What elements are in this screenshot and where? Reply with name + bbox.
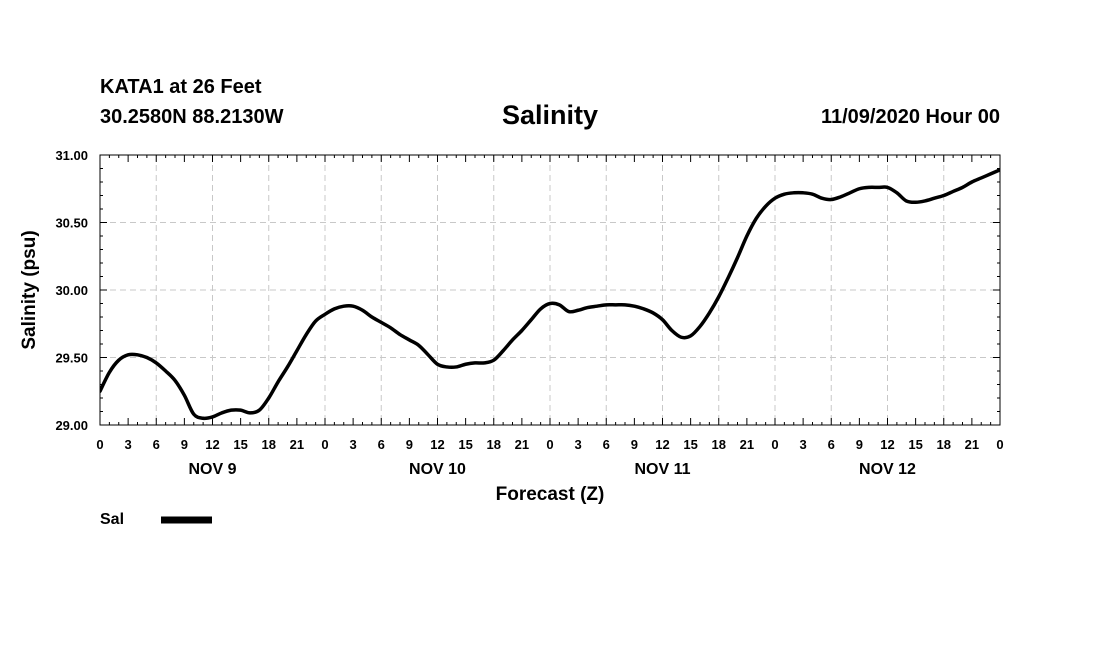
- x-tick-label: 12: [655, 437, 669, 452]
- x-tick-label: 9: [856, 437, 863, 452]
- x-tick-label: 12: [205, 437, 219, 452]
- x-tick-label: 21: [740, 437, 754, 452]
- x-tick-label: 9: [631, 437, 638, 452]
- x-axis-title: Forecast (Z): [496, 484, 605, 505]
- y-tick-label: 29.50: [55, 351, 88, 366]
- y-tick-label: 30.50: [55, 216, 88, 231]
- chart-title: Salinity: [501, 100, 599, 130]
- x-tick-label: 15: [683, 437, 697, 452]
- axis-ticks: [99, 154, 1001, 426]
- forecast-issue-time: 11/09/2020 Hour 00: [820, 106, 1000, 128]
- x-tick-label: 9: [181, 437, 188, 452]
- station-name: KATA1 at 26 Feet: [100, 76, 262, 98]
- x-tick-label: 12: [430, 437, 444, 452]
- x-tick-label: 18: [262, 437, 276, 452]
- y-tick-label: 31.00: [55, 148, 88, 163]
- x-tick-label: 21: [965, 437, 979, 452]
- x-tick-label: 0: [321, 437, 328, 452]
- x-tick-label: 18: [937, 437, 951, 452]
- x-tick-label: 18: [712, 437, 726, 452]
- x-tick-label: 15: [458, 437, 472, 452]
- x-tick-label: 0: [546, 437, 553, 452]
- x-tick-label: 3: [575, 437, 582, 452]
- x-axis-day-labels: NOV 9 NOV 10 NOV 11 NOV 12: [188, 461, 916, 478]
- y-axis-title: Salinity (psu): [19, 230, 40, 349]
- day-label: NOV 11: [634, 461, 690, 478]
- x-tick-label: 3: [800, 437, 807, 452]
- salinity-series-line: [100, 168, 1000, 421]
- x-tick-label: 21: [515, 437, 529, 452]
- x-tick-label: 0: [996, 437, 1003, 452]
- day-label: NOV 12: [859, 461, 916, 478]
- grid: [100, 155, 1000, 425]
- x-tick-label: 15: [233, 437, 247, 452]
- station-coordinates: 30.2580N 88.2130W: [100, 106, 284, 128]
- x-tick-label: 9: [406, 437, 413, 452]
- x-tick-label: 3: [350, 437, 357, 452]
- day-label: NOV 10: [409, 461, 466, 478]
- x-tick-label: 18: [487, 437, 501, 452]
- x-tick-label: 6: [828, 437, 835, 452]
- x-axis-tick-labels: 0 3 6 9 12 15 18 21 0 3 6 9 12 15 18 21 0 3 6 9 12 15 18 21 0 3 6 9…: [96, 437, 1003, 452]
- x-tick-label: 0: [771, 437, 778, 452]
- x-tick-label: 6: [603, 437, 610, 452]
- y-axis-tick-labels: 29.00 29.50 30.00 30.50 31.00: [55, 148, 88, 433]
- y-tick-label: 30.00: [55, 283, 88, 298]
- x-tick-label: 21: [290, 437, 304, 452]
- x-tick-label: 6: [378, 437, 385, 452]
- x-tick-label: 0: [96, 437, 103, 452]
- legend-label: Sal: [100, 511, 124, 528]
- y-tick-label: 29.00: [55, 418, 88, 433]
- day-label: NOV 9: [188, 461, 236, 478]
- x-tick-label: 15: [908, 437, 922, 452]
- x-tick-label: 12: [880, 437, 894, 452]
- x-tick-label: 6: [153, 437, 160, 452]
- x-tick-label: 3: [125, 437, 132, 452]
